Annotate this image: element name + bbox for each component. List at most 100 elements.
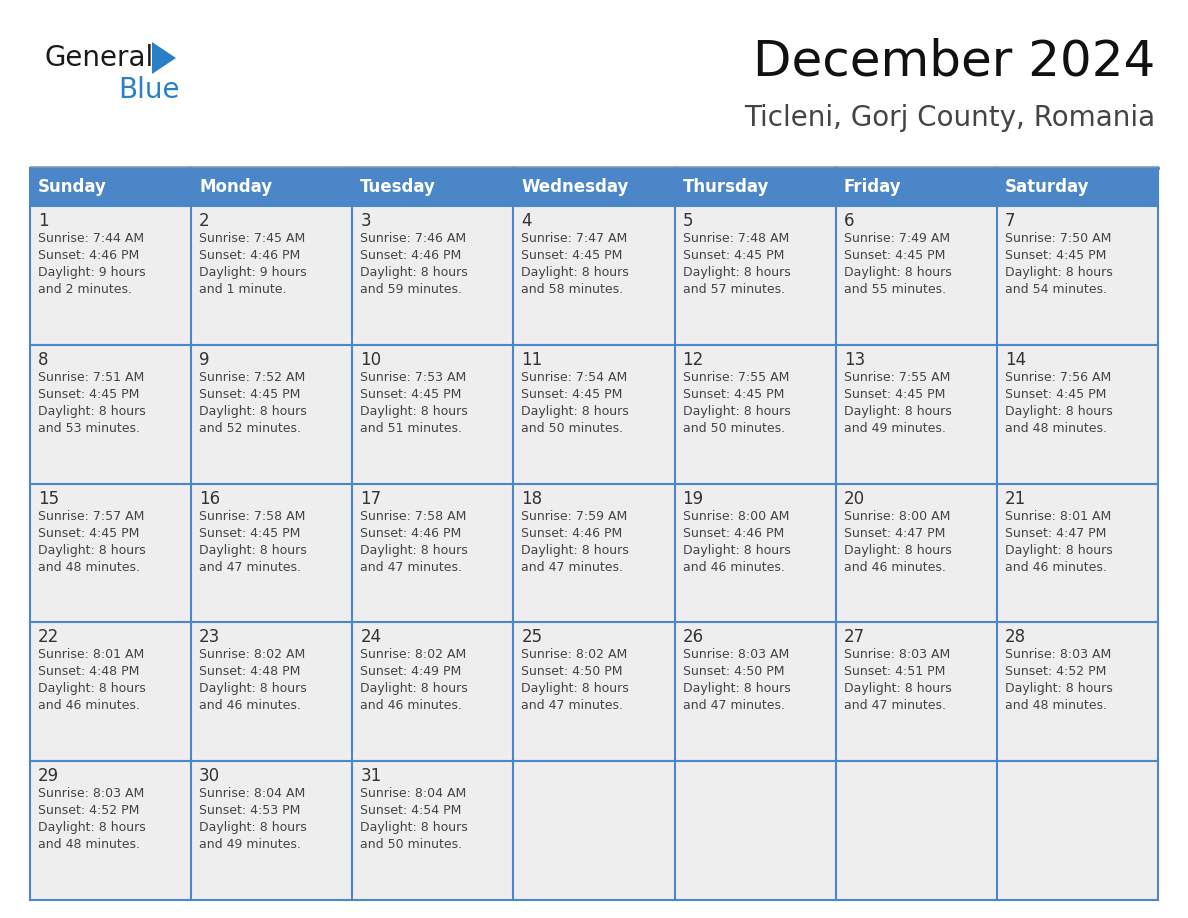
Text: Sunset: 4:50 PM: Sunset: 4:50 PM [683, 666, 784, 678]
Text: Sunrise: 7:48 AM: Sunrise: 7:48 AM [683, 232, 789, 245]
Text: Sunset: 4:45 PM: Sunset: 4:45 PM [683, 249, 784, 262]
Text: Sunrise: 7:58 AM: Sunrise: 7:58 AM [200, 509, 305, 522]
Text: Daylight: 8 hours: Daylight: 8 hours [522, 682, 630, 696]
Text: Daylight: 8 hours: Daylight: 8 hours [683, 682, 790, 696]
Text: Daylight: 8 hours: Daylight: 8 hours [360, 266, 468, 279]
Text: Daylight: 8 hours: Daylight: 8 hours [38, 405, 146, 418]
Text: Sunrise: 7:56 AM: Sunrise: 7:56 AM [1005, 371, 1111, 384]
Text: Sunset: 4:45 PM: Sunset: 4:45 PM [843, 249, 946, 262]
Text: and 47 minutes.: and 47 minutes. [360, 561, 462, 574]
Text: Sunrise: 7:46 AM: Sunrise: 7:46 AM [360, 232, 467, 245]
Text: and 48 minutes.: and 48 minutes. [1005, 421, 1107, 435]
Text: 3: 3 [360, 212, 371, 230]
Text: and 47 minutes.: and 47 minutes. [522, 561, 624, 574]
Text: and 46 minutes.: and 46 minutes. [843, 561, 946, 574]
Bar [30, 206, 1158, 345]
Text: and 1 minute.: and 1 minute. [200, 283, 286, 296]
Text: Sunrise: 7:59 AM: Sunrise: 7:59 AM [522, 509, 627, 522]
Text: 7: 7 [1005, 212, 1016, 230]
Text: 23: 23 [200, 629, 221, 646]
Text: and 46 minutes.: and 46 minutes. [683, 561, 784, 574]
Text: 9: 9 [200, 351, 209, 369]
Text: Daylight: 8 hours: Daylight: 8 hours [360, 543, 468, 556]
Text: Sunrise: 8:02 AM: Sunrise: 8:02 AM [200, 648, 305, 661]
Text: and 50 minutes.: and 50 minutes. [360, 838, 462, 851]
Text: General: General [45, 44, 154, 72]
Text: Saturday: Saturday [1005, 178, 1089, 196]
Text: and 49 minutes.: and 49 minutes. [843, 421, 946, 435]
Text: and 46 minutes.: and 46 minutes. [360, 700, 462, 712]
Text: Sunset: 4:48 PM: Sunset: 4:48 PM [200, 666, 301, 678]
Text: 27: 27 [843, 629, 865, 646]
Text: Sunset: 4:45 PM: Sunset: 4:45 PM [683, 387, 784, 401]
Text: Sunrise: 7:54 AM: Sunrise: 7:54 AM [522, 371, 627, 384]
Text: 29: 29 [38, 767, 59, 785]
Text: Sunrise: 7:44 AM: Sunrise: 7:44 AM [38, 232, 144, 245]
Text: 8: 8 [38, 351, 49, 369]
Text: Sunset: 4:46 PM: Sunset: 4:46 PM [38, 249, 139, 262]
Text: Thursday: Thursday [683, 178, 769, 196]
Text: 1: 1 [38, 212, 49, 230]
Text: 30: 30 [200, 767, 220, 785]
Text: Daylight: 9 hours: Daylight: 9 hours [200, 266, 307, 279]
Bar [30, 761, 1158, 900]
Text: Sunset: 4:45 PM: Sunset: 4:45 PM [1005, 249, 1106, 262]
Text: Sunrise: 7:51 AM: Sunrise: 7:51 AM [38, 371, 144, 384]
Text: Sunset: 4:52 PM: Sunset: 4:52 PM [38, 804, 139, 817]
Text: December 2024: December 2024 [753, 38, 1155, 86]
Text: Sunrise: 8:04 AM: Sunrise: 8:04 AM [360, 788, 467, 800]
Text: and 49 minutes.: and 49 minutes. [200, 838, 301, 851]
Text: Daylight: 8 hours: Daylight: 8 hours [38, 682, 146, 696]
Text: 12: 12 [683, 351, 703, 369]
Text: and 47 minutes.: and 47 minutes. [522, 700, 624, 712]
Text: Sunrise: 8:02 AM: Sunrise: 8:02 AM [522, 648, 627, 661]
Text: 10: 10 [360, 351, 381, 369]
Bar [30, 622, 1158, 761]
Text: 16: 16 [200, 489, 220, 508]
Text: Sunrise: 7:47 AM: Sunrise: 7:47 AM [522, 232, 627, 245]
Text: Sunrise: 7:57 AM: Sunrise: 7:57 AM [38, 509, 145, 522]
Text: and 58 minutes.: and 58 minutes. [522, 283, 624, 296]
Text: Sunset: 4:45 PM: Sunset: 4:45 PM [200, 387, 301, 401]
Text: and 53 minutes.: and 53 minutes. [38, 421, 140, 435]
Text: Daylight: 8 hours: Daylight: 8 hours [1005, 682, 1113, 696]
Text: and 48 minutes.: and 48 minutes. [38, 838, 140, 851]
Bar [675, 168, 835, 206]
Text: Sunset: 4:46 PM: Sunset: 4:46 PM [200, 249, 301, 262]
Text: Sunset: 4:46 PM: Sunset: 4:46 PM [522, 527, 623, 540]
Text: and 50 minutes.: and 50 minutes. [683, 421, 785, 435]
Text: and 48 minutes.: and 48 minutes. [38, 561, 140, 574]
Text: Sunset: 4:50 PM: Sunset: 4:50 PM [522, 666, 623, 678]
Bar [835, 168, 997, 206]
Text: 6: 6 [843, 212, 854, 230]
Text: Sunrise: 7:53 AM: Sunrise: 7:53 AM [360, 371, 467, 384]
Text: Sunrise: 8:04 AM: Sunrise: 8:04 AM [200, 788, 305, 800]
Text: Sunset: 4:46 PM: Sunset: 4:46 PM [683, 527, 784, 540]
Text: and 47 minutes.: and 47 minutes. [683, 700, 784, 712]
Text: Sunset: 4:46 PM: Sunset: 4:46 PM [360, 527, 461, 540]
Text: 19: 19 [683, 489, 703, 508]
Text: 13: 13 [843, 351, 865, 369]
Text: 14: 14 [1005, 351, 1026, 369]
Bar [30, 168, 191, 206]
Text: 4: 4 [522, 212, 532, 230]
Text: Daylight: 8 hours: Daylight: 8 hours [843, 405, 952, 418]
Text: Sunrise: 7:55 AM: Sunrise: 7:55 AM [683, 371, 789, 384]
Text: and 2 minutes.: and 2 minutes. [38, 283, 132, 296]
Bar [191, 168, 353, 206]
Text: Daylight: 8 hours: Daylight: 8 hours [522, 543, 630, 556]
Text: Daylight: 8 hours: Daylight: 8 hours [200, 682, 307, 696]
Text: Sunrise: 8:01 AM: Sunrise: 8:01 AM [38, 648, 144, 661]
Text: 20: 20 [843, 489, 865, 508]
Text: and 46 minutes.: and 46 minutes. [38, 700, 140, 712]
Text: and 48 minutes.: and 48 minutes. [1005, 700, 1107, 712]
Text: Sunrise: 8:03 AM: Sunrise: 8:03 AM [1005, 648, 1111, 661]
Text: Sunset: 4:47 PM: Sunset: 4:47 PM [843, 527, 946, 540]
Text: Daylight: 8 hours: Daylight: 8 hours [360, 822, 468, 834]
Bar [30, 345, 1158, 484]
Text: Friday: Friday [843, 178, 902, 196]
Text: 21: 21 [1005, 489, 1026, 508]
Text: Daylight: 8 hours: Daylight: 8 hours [1005, 266, 1113, 279]
Text: Daylight: 8 hours: Daylight: 8 hours [522, 266, 630, 279]
Text: and 47 minutes.: and 47 minutes. [200, 561, 301, 574]
